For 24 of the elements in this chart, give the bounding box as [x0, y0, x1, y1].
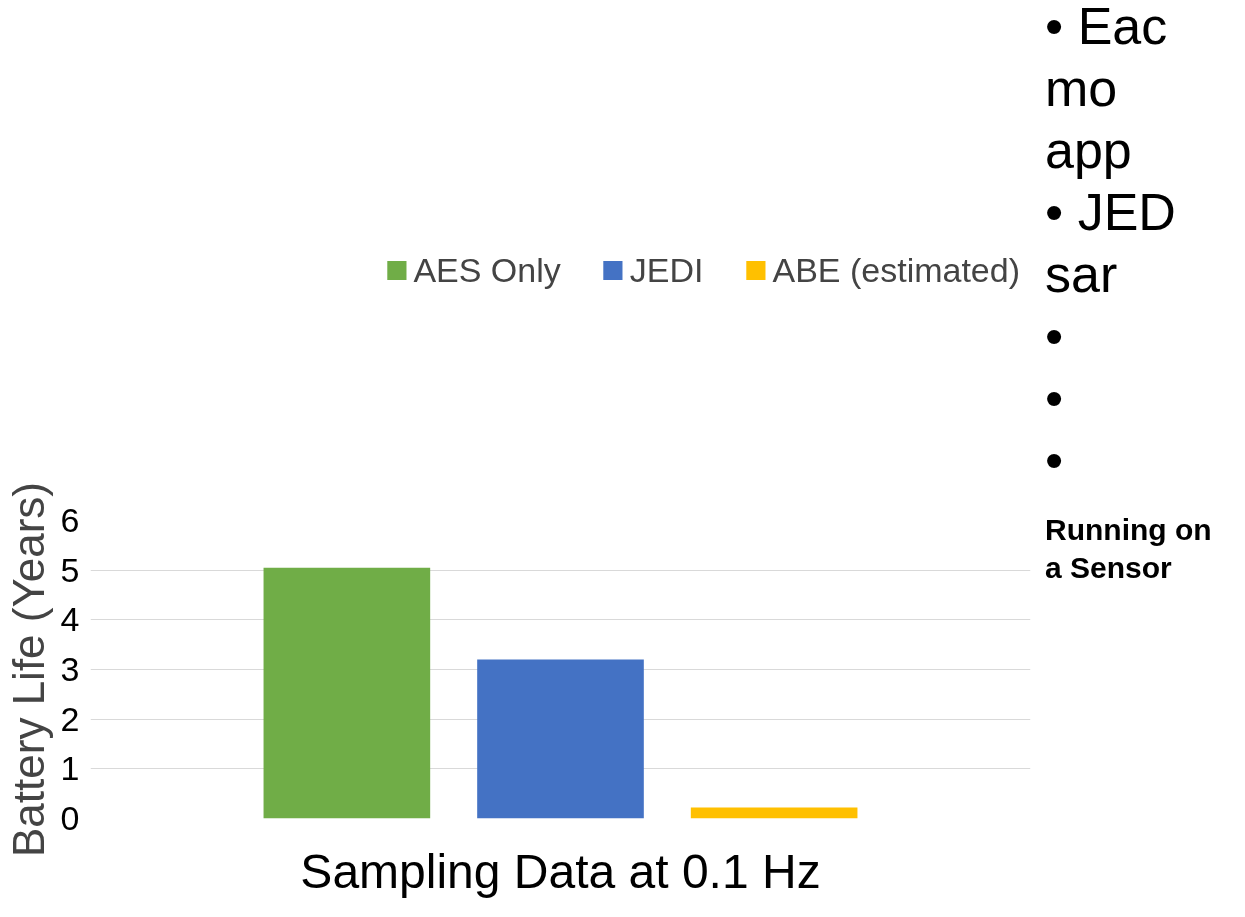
y-tick-label: 4	[60, 600, 80, 639]
bar	[263, 567, 431, 819]
y-axis-title: Battery Life (Years)	[3, 481, 53, 857]
text: sar	[1045, 244, 1119, 305]
text: app	[1045, 120, 1133, 181]
y-tick-label: 0	[60, 799, 80, 837]
y-tick-label: 6	[60, 501, 80, 539]
legend-label: AES Only	[413, 250, 561, 290]
text: •	[1045, 368, 1065, 429]
x-tick-label: Sampling Data at 0.1 Hz	[300, 844, 821, 898]
y-tick-label: 2	[60, 699, 80, 738]
text: • JED	[1045, 182, 1177, 243]
y-tick-label: 1	[60, 749, 80, 788]
bar	[690, 807, 858, 819]
text: •	[1045, 430, 1065, 491]
bar	[477, 659, 644, 819]
y-tick-label: 5	[60, 550, 80, 589]
legend-label: JEDI	[629, 250, 704, 290]
y-tick-label: 3	[60, 650, 80, 688]
text: • Eac	[1045, 0, 1169, 57]
text: •	[1045, 306, 1065, 367]
text: Running on a Sensor	[1045, 512, 1213, 586]
legend-label: ABE (estimated)	[772, 250, 1020, 290]
text: mo	[1045, 58, 1119, 119]
